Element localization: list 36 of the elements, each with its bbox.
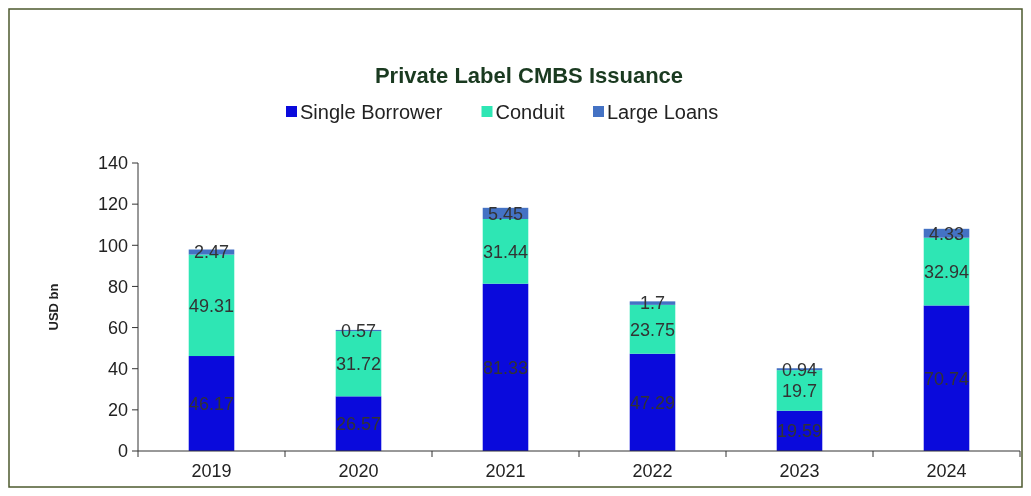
y-tick-label: 20	[107, 400, 128, 421]
data-label: 31.44	[482, 241, 529, 262]
bar	[188, 356, 235, 451]
y-axis-title: USD bn	[46, 283, 61, 331]
data-label: 5.45	[487, 203, 524, 224]
x-tick-label: 2020	[338, 461, 379, 481]
data-label: 70.74	[923, 368, 970, 389]
data-label: 47.29	[629, 392, 676, 413]
y-tick-label: 80	[107, 276, 128, 297]
data-label: 81.33	[482, 357, 529, 378]
bar	[629, 353, 676, 451]
y-tick-label: 60	[107, 317, 128, 338]
y-tick-label: 120	[97, 194, 128, 215]
data-label: 19.59	[776, 421, 823, 442]
y-tick-label: 100	[97, 235, 128, 256]
x-tick-label: 2023	[779, 461, 820, 481]
legend-label: Single Borrower	[300, 101, 443, 123]
y-tick-label: 40	[107, 359, 128, 380]
data-label: 32.94	[923, 261, 970, 282]
data-label: 23.75	[629, 319, 676, 340]
data-label: 46.17	[188, 393, 235, 414]
chart-title: Private Label CMBS Issuance	[374, 63, 684, 88]
x-tick-label: 2019	[191, 461, 232, 481]
data-label: 19.7	[781, 380, 818, 401]
data-label: 49.31	[188, 295, 235, 316]
data-label: 26.57	[335, 413, 382, 434]
x-tick-label: 2024	[926, 461, 967, 481]
bar	[923, 305, 970, 451]
x-tick-label: 2021	[485, 461, 526, 481]
y-tick-label: 0	[117, 441, 128, 462]
data-label: 31.72	[335, 354, 382, 375]
y-tick-label: 140	[97, 153, 128, 174]
legend-label: Large Loans	[607, 101, 719, 123]
legend-label: Conduit	[495, 101, 565, 123]
x-tick-label: 2022	[632, 461, 673, 481]
bar	[482, 283, 529, 451]
